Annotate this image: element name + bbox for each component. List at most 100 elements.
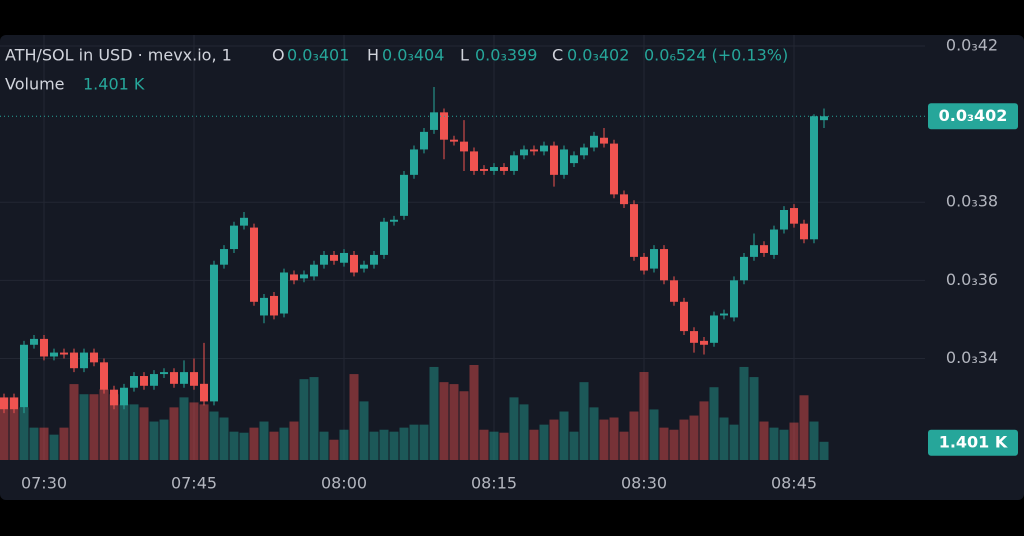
candle-body <box>580 147 588 156</box>
volume-bar <box>349 374 359 460</box>
candle-body <box>110 389 118 406</box>
volume-bar <box>209 411 219 460</box>
candle-body <box>380 221 388 255</box>
candle-body <box>710 315 718 343</box>
candle-body <box>130 376 138 388</box>
candle-body <box>540 145 548 152</box>
volume-bar <box>369 431 379 460</box>
volume-bar <box>179 397 189 460</box>
x-tick-label: 07:45 <box>171 474 217 493</box>
volume-bar <box>529 429 539 460</box>
candle-body <box>590 135 598 148</box>
volume-bar <box>419 424 429 460</box>
candle-body <box>20 344 28 408</box>
volume-bar <box>749 377 759 460</box>
volume-bar <box>269 431 279 460</box>
candle-body <box>470 151 478 171</box>
volume-bar <box>579 382 589 460</box>
volume-bar <box>99 389 109 460</box>
volume-bar <box>339 429 349 460</box>
volume-bar <box>449 384 459 460</box>
candle-body <box>330 254 338 261</box>
x-tick-label: 07:30 <box>21 474 67 493</box>
volume-bar <box>629 411 639 460</box>
candle-body <box>360 264 368 269</box>
x-tick-label: 08:15 <box>471 474 517 493</box>
volume-bar <box>799 395 809 460</box>
candle-body <box>260 297 268 316</box>
ohlc-value: 0.0₃404 <box>382 46 444 65</box>
volume-bar <box>619 431 629 460</box>
volume-bar <box>789 422 799 460</box>
volume-bar <box>399 427 409 460</box>
volume-bar <box>139 407 149 460</box>
volume-bar <box>409 424 419 460</box>
x-tick-label: 08:00 <box>321 474 367 493</box>
volume-bar <box>159 419 169 460</box>
candle-body <box>700 340 708 345</box>
candle-body <box>290 274 298 281</box>
candle-body <box>60 352 68 355</box>
volume-bar <box>319 431 329 460</box>
last-price-box <box>928 103 1018 130</box>
ohlc-value: 0.0₃401 <box>287 46 349 65</box>
candle-body <box>750 245 758 257</box>
candle-body <box>620 194 628 205</box>
candle-body <box>10 397 18 410</box>
volume-bar <box>9 397 19 460</box>
volume-bar <box>39 427 49 460</box>
candle-body <box>560 149 568 175</box>
volume-bar <box>639 372 649 460</box>
change: 0.0₆524 (+0.13%) <box>644 46 788 65</box>
candle-body <box>420 131 428 150</box>
candle-body <box>320 254 328 265</box>
volume-bar <box>519 404 529 460</box>
candle-body <box>160 372 168 375</box>
candle-body <box>230 225 238 250</box>
candle-body <box>660 249 668 281</box>
candle-body <box>720 313 728 316</box>
volume-bar <box>79 394 89 460</box>
volume-bar <box>509 397 519 460</box>
ohlc-key: O <box>272 46 285 65</box>
y-tick-label: 0.0₃36 <box>946 270 998 289</box>
volume-bar <box>779 429 789 460</box>
candle-body <box>90 352 98 363</box>
volume-bar <box>679 419 689 460</box>
y-tick-label: 0.0₃34 <box>946 348 998 367</box>
ohlc-key: H <box>367 46 379 65</box>
candle-body <box>820 116 828 121</box>
volume-bar <box>109 394 119 460</box>
volume-bar <box>29 427 39 460</box>
candle-body <box>390 219 398 222</box>
candle-body <box>80 352 88 369</box>
candle-body <box>670 280 678 302</box>
volume-bar <box>379 429 389 460</box>
volume-bar <box>89 394 99 460</box>
volume-bar <box>249 427 259 460</box>
y-tick-label: 0.0₃42 <box>946 35 998 54</box>
last-volume-label: 1.401 K <box>939 432 1008 451</box>
volume-bar <box>649 409 659 460</box>
candle-body <box>100 362 108 390</box>
volume-bar <box>229 431 239 460</box>
candle-body <box>120 387 128 406</box>
candle-body <box>800 223 808 240</box>
volume-bar <box>549 419 559 460</box>
candle-body <box>780 210 788 230</box>
volume-bar <box>479 429 489 460</box>
volume-bar <box>309 377 319 460</box>
volume-bar <box>119 404 129 460</box>
candle-body <box>300 274 308 279</box>
candle-body <box>430 112 438 130</box>
volume-bar <box>759 421 769 460</box>
volume-bar <box>709 387 719 460</box>
volume-bar <box>169 407 179 460</box>
candle-body <box>480 168 488 171</box>
volume-bar <box>69 384 79 460</box>
candle-body <box>440 112 448 140</box>
ohlc-key: L <box>460 46 469 65</box>
volume-bar <box>669 429 679 460</box>
candle-body <box>140 376 148 386</box>
candle-body <box>270 295 278 316</box>
